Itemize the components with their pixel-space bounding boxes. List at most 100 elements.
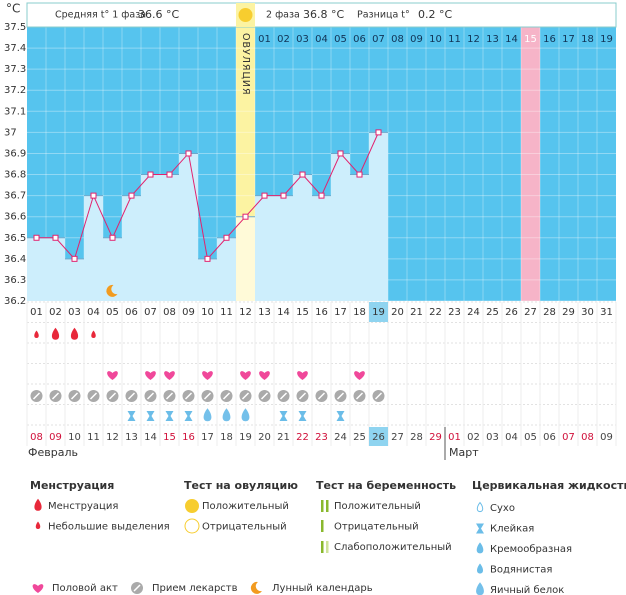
day-label: 31 [600, 307, 613, 318]
legend-item: Сухо [490, 503, 515, 514]
day-label: 05 [106, 307, 119, 318]
sticky [476, 523, 484, 534]
date-label: 17 [201, 432, 214, 443]
temperature-point [337, 150, 344, 157]
phase2-day: 15 [524, 34, 537, 45]
day-label: 08 [163, 307, 176, 318]
phase2-value: 36.8 °C [303, 8, 344, 21]
phase2-day: 09 [410, 34, 423, 45]
legend-item: Менструация [48, 501, 118, 512]
date-label: 23 [315, 432, 328, 443]
pill [372, 390, 385, 402]
y-tick-label: 36.6 [4, 212, 26, 223]
diff-label: Разница t° [357, 10, 410, 21]
y-tick-label: 37.2 [4, 85, 26, 96]
temperature-point [223, 234, 230, 241]
day-label: 04 [87, 307, 100, 318]
column-fill [141, 174, 160, 301]
heart [164, 371, 175, 380]
phase2-day: 12 [467, 34, 480, 45]
marked-column [521, 27, 540, 301]
day-label: 17 [334, 307, 347, 318]
ovulation-label: ОВУЛЯЦИЯ [240, 33, 251, 96]
date-label: 22 [296, 432, 309, 443]
day-label: 30 [581, 307, 594, 318]
pill [353, 390, 366, 402]
temperature-point [52, 234, 59, 241]
date-label: 01 [448, 432, 461, 443]
sticky [184, 411, 193, 421]
sun [238, 8, 253, 22]
heart [145, 371, 156, 380]
phase2-day: 04 [315, 34, 328, 45]
pill [315, 390, 328, 402]
pill [125, 390, 138, 402]
phase2-label: 2 фаза [266, 10, 300, 21]
egg-white [222, 408, 231, 422]
y-tick-label: 36.5 [4, 233, 26, 244]
legend-item: Положительный [334, 501, 421, 512]
month-label: Февраль [28, 446, 78, 459]
legend-item: Прием лекарств [152, 583, 238, 594]
legend-item: Клейкая [490, 524, 534, 535]
y-tick-label: 37.3 [4, 64, 26, 75]
phase2-day: 01 [258, 34, 271, 45]
y-tick-label: 37 [4, 127, 17, 138]
date-label: 08 [30, 432, 43, 443]
day-label: 12 [239, 307, 252, 318]
pill [239, 390, 252, 402]
y-tick-label: 37.4 [4, 43, 26, 54]
pill [87, 390, 100, 402]
phase2-day: 08 [391, 34, 404, 45]
dry [476, 501, 484, 513]
legend-title: Менструация [30, 479, 114, 492]
heart [354, 371, 365, 380]
header-box [26, 2, 617, 28]
phase2-day: 19 [600, 34, 613, 45]
temperature-point [166, 171, 173, 178]
date-label: 14 [144, 432, 157, 443]
pill [182, 390, 195, 402]
day-label: 16 [315, 307, 328, 318]
y-tick-label: 36.8 [4, 170, 26, 181]
date-label: 15 [163, 432, 176, 443]
day-label: 29 [562, 307, 575, 318]
pill-slash [133, 584, 141, 592]
sticky [146, 411, 155, 421]
pill [106, 390, 119, 402]
legend-icon [185, 499, 199, 513]
menstruation [91, 330, 96, 338]
date-label: 03 [486, 432, 499, 443]
day-label: 02 [49, 307, 62, 318]
phase2-day: 11 [448, 34, 461, 45]
y-tick-label: 36.7 [4, 191, 26, 202]
y-tick-label: 36.9 [4, 148, 26, 159]
heart [297, 371, 308, 380]
day-label: 28 [543, 307, 556, 318]
heart [259, 371, 270, 380]
pill-slash [89, 392, 98, 400]
month-label: Март [449, 446, 479, 459]
day-label: 23 [448, 307, 461, 318]
temperature-point [204, 255, 211, 262]
day-label: 27 [524, 307, 537, 318]
legend-item: Водянистая [490, 565, 552, 576]
legend-item: Положительный [202, 501, 289, 512]
date-label: 24 [334, 432, 347, 443]
column-fill [369, 132, 388, 301]
date-label: 19 [239, 432, 252, 443]
day-label: 13 [258, 307, 271, 318]
column-fill [27, 237, 46, 301]
pill-slash [146, 392, 155, 400]
date-label: 26 [372, 432, 385, 443]
day-label: 03 [68, 307, 81, 318]
column-fill [217, 237, 236, 301]
column-fill [274, 195, 293, 301]
column-fill [255, 195, 274, 301]
date-label: 06 [543, 432, 556, 443]
date-label: 18 [220, 432, 233, 443]
date-label: 09 [49, 432, 62, 443]
pill-slash [241, 392, 250, 400]
pill [68, 390, 81, 402]
column-fill [350, 174, 369, 301]
